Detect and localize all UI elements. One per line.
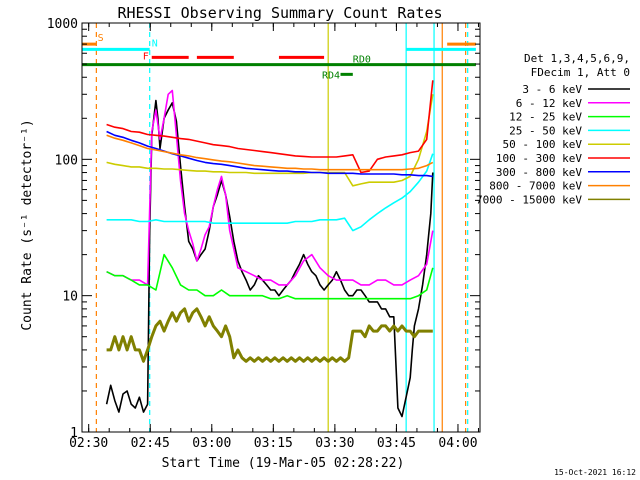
x-tick-label-1: 02:45: [131, 436, 170, 451]
x-tick-label-6: 04:00: [438, 436, 477, 451]
series-line-3: [106, 153, 434, 232]
legend-label-4: 50 - 100 keV: [503, 138, 583, 151]
legend-label-3: 25 - 50 keV: [509, 124, 582, 137]
x-tick-label-2: 03:00: [192, 436, 231, 451]
y-tick-label-3: 1000: [47, 17, 78, 32]
plot-frame: [81, 22, 481, 433]
x-tick-label-0: 02:30: [69, 436, 108, 451]
flag-label-s: S: [98, 33, 104, 44]
series-line-6: [106, 130, 433, 178]
legend-label-0: 3 - 6 keV: [522, 83, 582, 96]
series-line-0: [105, 99, 434, 418]
footer-timestamp: 15-Oct-2021 16:12: [554, 468, 636, 477]
y-tick-label-0: 1: [70, 426, 78, 441]
x-tick-label-3: 03:15: [254, 436, 293, 451]
series-lines: [105, 80, 434, 418]
flag-label-f: F: [143, 51, 149, 62]
legend-label-5: 100 - 300 keV: [496, 152, 582, 165]
flag-bars: S NF RD0 RD4: [82, 33, 476, 81]
series-line-2: [106, 253, 434, 300]
series-line-5: [106, 80, 434, 174]
x-tick-label-4: 03:30: [315, 436, 354, 451]
y-axis: 1 10 100 1000: [47, 17, 480, 441]
y-axis-label: Count Rate (s⁻¹ detector⁻¹): [20, 119, 35, 330]
vertical-markers: [95, 23, 469, 432]
chart-title: RHESSI Observing Summary Count Rates: [117, 4, 442, 22]
series-line-1: [106, 89, 434, 286]
legend: Det 1,3,4,5,6,9, FDecim 1, Att 0 3 - 6 k…: [476, 52, 630, 206]
flag-label-n: N: [152, 38, 158, 49]
series-line-4: [106, 94, 434, 187]
x-axis-label: Start Time (19-Mar-05 02:28:22): [162, 456, 405, 471]
series-line-8: [106, 307, 433, 363]
x-tick-label-5: 03:45: [377, 436, 416, 451]
series-line-7: [106, 134, 434, 171]
x-axis: 02:30 02:45 03:00 03:15 03:30 03:45 04:00: [69, 23, 479, 451]
y-tick-label-2: 100: [55, 153, 78, 168]
flag-label-rd0: RD0: [353, 55, 371, 66]
legend-label-8: 7000 - 15000 keV: [476, 193, 582, 206]
legend-label-7: 800 - 7000 keV: [489, 180, 582, 193]
legend-label-6: 300 - 800 keV: [496, 166, 582, 179]
flag-label-rd4: RD4: [322, 70, 340, 81]
y-tick-label-1: 10: [62, 290, 78, 305]
legend-label-2: 12 - 25 keV: [509, 111, 582, 124]
legend-header-line-1: Det 1,3,4,5,6,9,: [524, 52, 630, 65]
legend-label-1: 6 - 12 keV: [516, 97, 583, 110]
legend-header-line-2: FDecim 1, Att 0: [531, 66, 630, 79]
